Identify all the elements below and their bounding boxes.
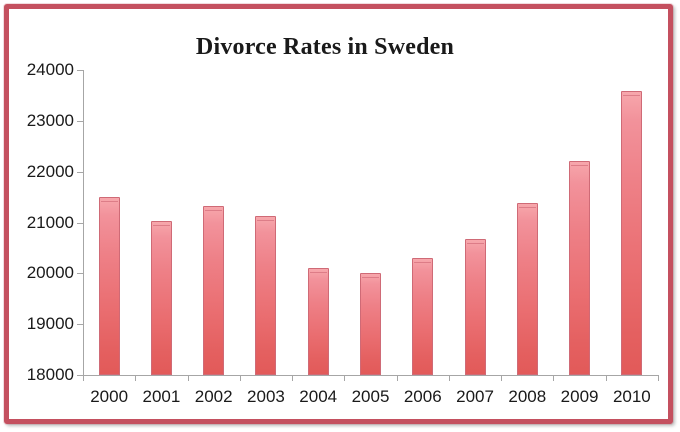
bar-top-bevel: [152, 224, 170, 226]
x-axis-tick: [396, 376, 398, 381]
x-axis-label: 2007: [456, 387, 494, 406]
bar-2003: [255, 215, 277, 375]
x-axis-tick: [553, 376, 555, 381]
y-axis-label: 18000: [26, 365, 74, 384]
bar-top-bevel: [414, 262, 432, 264]
y-axis-label: 19000: [26, 314, 74, 334]
bar-2009: [569, 160, 591, 375]
bar-2010: [621, 90, 643, 375]
bar-2001: [150, 220, 172, 375]
x-axis-tick: [187, 376, 189, 381]
x-axis-label: 2009: [560, 387, 599, 406]
y-axis-label: 20000: [26, 263, 74, 283]
y-axis-tick: [77, 171, 83, 173]
x-axis-tick: [344, 376, 346, 381]
x-axis-label: 2010: [612, 387, 651, 406]
x-axis-tick: [605, 376, 607, 381]
x-axis-label: 2006: [403, 387, 442, 406]
bar-2008: [516, 203, 538, 375]
y-axis-tick: [77, 70, 83, 71]
bar-2000: [98, 197, 120, 375]
y-axis-tick: [77, 324, 83, 326]
y-axis-tick: [77, 273, 83, 275]
y-axis-label: 23000: [26, 110, 74, 130]
bar-2004: [307, 267, 329, 375]
bar-top-bevel: [205, 210, 223, 212]
bar-2005: [360, 273, 381, 375]
chart-title: Divorce Rates in Sweden: [195, 34, 455, 60]
y-axis-label: 21000: [26, 212, 74, 232]
x-axis-label: 2001: [142, 387, 181, 406]
bar-top-bevel: [518, 207, 536, 209]
y-axis-label: 24000: [26, 60, 74, 79]
bar-top-bevel: [257, 219, 275, 221]
bar-2006: [412, 258, 434, 375]
bar-top-bevel: [100, 201, 118, 203]
x-axis-label: 2002: [194, 387, 233, 406]
bar-2002: [203, 206, 225, 375]
bar-top-bevel: [362, 277, 379, 279]
y-axis-tick: [77, 222, 83, 224]
x-axis-tick: [239, 376, 241, 381]
bar-top-bevel: [466, 243, 484, 245]
y-axis-line: [83, 70, 84, 376]
x-axis-label: 2004: [299, 387, 338, 406]
bar-top-bevel: [571, 164, 589, 166]
x-axis-tick: [501, 376, 503, 381]
x-axis-tick: [292, 376, 294, 381]
y-axis-tick: [77, 120, 83, 122]
y-axis-label: 22000: [26, 161, 74, 181]
x-axis-tick: [83, 376, 84, 381]
x-axis-label: 2003: [247, 387, 285, 406]
y-axis-tick: [77, 375, 83, 376]
bar-top-bevel: [309, 271, 327, 273]
x-axis-line: [83, 375, 659, 376]
x-axis-tick: [135, 376, 137, 381]
x-axis-tick: [448, 376, 450, 381]
bar-2007: [464, 239, 486, 375]
x-axis-label: 2000: [90, 387, 129, 406]
x-axis-tick: [658, 376, 659, 381]
bar-top-bevel: [623, 94, 641, 96]
x-axis-label: 2008: [508, 387, 547, 406]
x-axis-label: 2005: [351, 387, 390, 406]
